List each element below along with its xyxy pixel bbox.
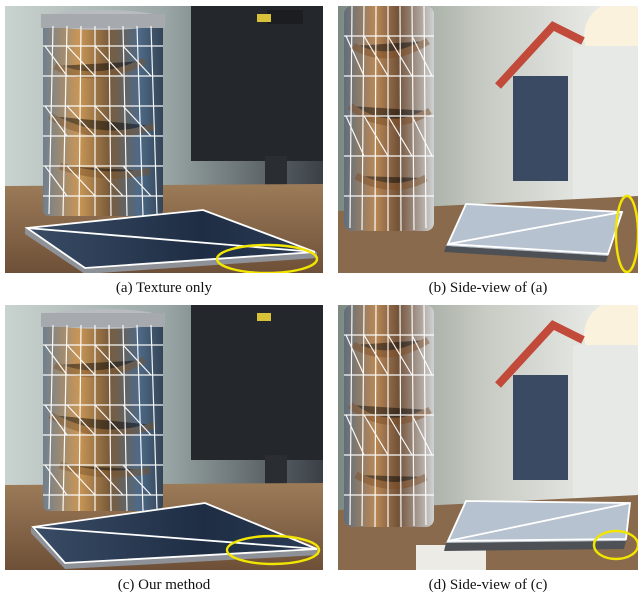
highlight-ellipse: [614, 194, 638, 273]
caption-c: (c) Our method: [117, 577, 211, 593]
caption-b: (b) Side-view of (a): [428, 280, 548, 296]
highlight-ellipse: [215, 243, 319, 273]
panel-c-image: [5, 305, 323, 570]
highlight-ellipse: [225, 534, 321, 566]
panel-b-image: [338, 6, 638, 273]
panel-d-photo: [338, 305, 638, 570]
panel-c-photo: [5, 305, 323, 570]
caption-d: (d) Side-view of (c): [428, 577, 548, 593]
panel-d-image: [338, 305, 638, 570]
panel-b-photo: [338, 6, 638, 273]
panel-a-image: [5, 6, 323, 273]
caption-a: (a) Texture only: [115, 280, 213, 296]
highlight-ellipse: [592, 529, 638, 561]
panel-a-photo: [5, 6, 323, 273]
